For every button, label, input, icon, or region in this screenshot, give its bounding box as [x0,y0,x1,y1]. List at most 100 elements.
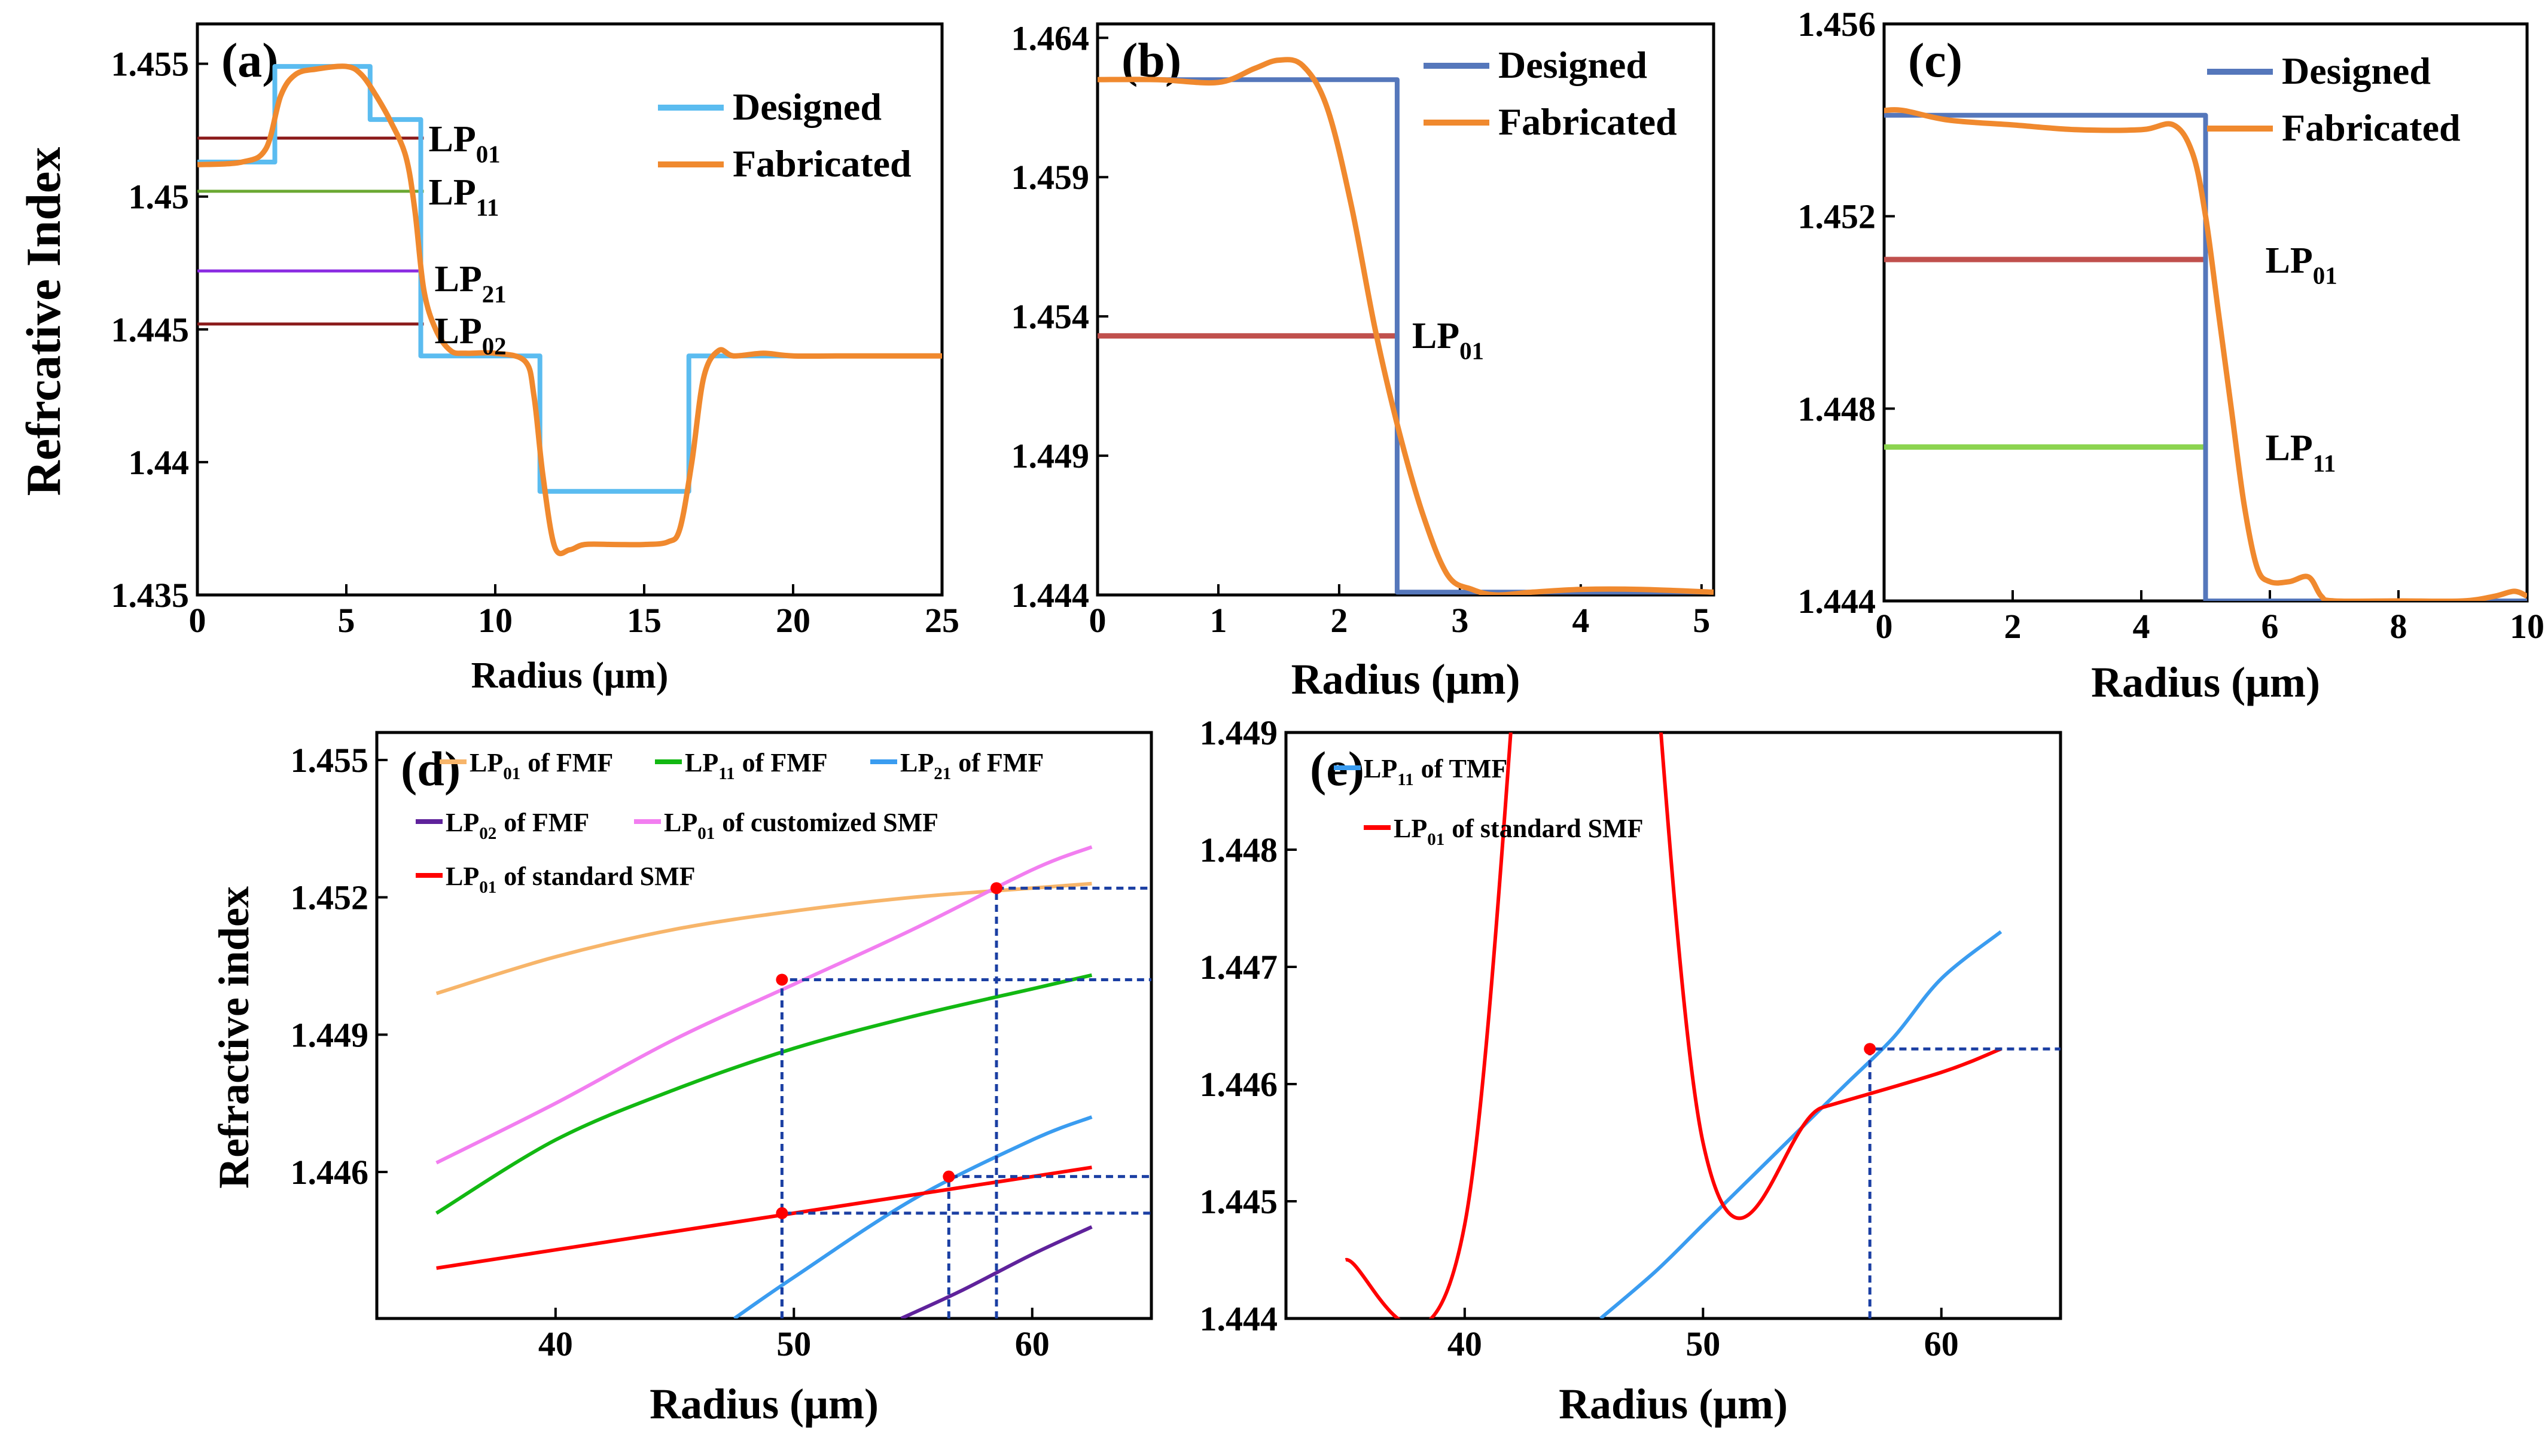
y-tick-label: 1.459 [1011,158,1090,197]
y-tick-label: 1.449 [1200,713,1278,752]
panel-c: 0 2 4 6 8 10 1.444 1.448 1.452 1.456 Radius (μm) (c… [1798,5,2545,706]
x-tick-label: 5 [1693,601,1710,640]
intersection-point [776,973,788,986]
x-tick-label: 0 [1876,607,1893,646]
panel-a: 0 5 10 15 20 25 1.435 1.44 1.445 1.45 1.455 Radius … [16,22,959,696]
series-lp01-of-standard-smf [1345,732,2002,1318]
legend-label: LP21 of FMF [900,748,1044,783]
y-tick-label: 1.452 [291,878,369,917]
x-axis-label: Radius (μm) [1291,655,1520,703]
y-tick-label: 1.456 [1798,5,1876,44]
series-lp02-of-fmf [900,1225,1093,1318]
mode-label-lp21: LP21 [434,259,506,308]
x-tick-label: 20 [776,601,810,640]
x-tick-label: 4 [2133,607,2150,646]
series-designed [1884,112,2527,601]
x-tick-label: 0 [1089,601,1107,640]
panel-label: (d) [401,741,461,796]
x-tick-label: 8 [2390,607,2407,646]
legend-label: Fabricated [1498,100,1677,143]
y-tick-label: 1.444 [1011,576,1090,615]
x-tick-label: 4 [1572,601,1589,640]
plot-frame [196,22,944,597]
series-lp01-of-standard-smf [436,1165,1092,1270]
mode-label-lp01: LP01 [1412,316,1484,365]
mode-label-lp11: LP11 [2266,428,2336,477]
y-axis-label: Refractive index [210,886,258,1189]
legend-label: LP11 of FMF [685,748,828,783]
guide-line [1868,1047,2061,1318]
panel-label: (a) [221,33,279,87]
series-designed [197,64,942,494]
x-tick-label: 10 [478,601,513,640]
x-tick-label: 60 [1924,1324,1959,1363]
y-tick-label: 1.444 [1798,582,1876,621]
y-tick-label: 1.446 [291,1153,369,1192]
plot-frame [375,731,1153,1320]
x-tick-label: 40 [1447,1324,1482,1363]
x-tick-label: 40 [538,1324,573,1363]
y-tick-label: 1.45 [129,178,190,216]
y-tick-label: 1.455 [111,45,190,84]
intersection-point [943,1170,955,1183]
series-fabricated [1884,107,2527,601]
x-tick-label: 5 [338,601,355,640]
panel-e: 40 50 60 1.444 1.445 1.446 1.447 1.448 1.449 Radi… [1200,713,2062,1428]
x-tick-label: 25 [925,601,959,640]
series-lp11-of-tmf [1599,930,2003,1318]
plot-frame [1096,22,1715,597]
x-tick-label: 10 [2510,607,2544,646]
legend-label: Designed [733,86,882,128]
y-tick-label: 1.444 [1200,1299,1278,1338]
x-tick-label: 50 [1686,1324,1720,1363]
x-tick-label: 50 [776,1324,811,1363]
x-tick-label: 0 [189,601,206,640]
series-lp01-of-fmf [435,881,1092,996]
y-tick-label: 1.449 [1011,437,1090,475]
panel-b: 0 1 2 3 4 5 1.444 1.449 1.454 1.459 1.464 Radius (μ… [1011,19,1715,703]
y-tick-label: 1.452 [1798,197,1876,236]
series-lp11-of-fmf [435,973,1093,1215]
x-tick-label: 3 [1451,601,1468,640]
series-lp01-of-customized-smf [435,845,1093,1165]
y-tick-label: 1.449 [291,1015,369,1054]
y-tick-label: 1.445 [1200,1182,1278,1221]
x-axis-label: Radius (μm) [650,1380,879,1428]
y-tick-label: 1.454 [1011,297,1090,336]
series-fabricated [1098,57,1714,595]
x-tick-label: 1 [1209,601,1227,640]
panel-d: 40 50 60 1.446 1.449 1.452 1.455 Radius (μm) Ref… [210,731,1153,1428]
mode-label-lp01: LP01 [428,119,500,168]
legend-label: Fabricated [733,142,912,185]
guide-line [780,1211,1151,1318]
legend-label: LP01 of standard SMF [1394,814,1644,849]
y-tick-label: 1.448 [1798,389,1876,428]
x-tick-label: 60 [1015,1324,1050,1363]
guide-line [780,978,1151,1318]
guide-line [947,1175,1151,1318]
y-tick-label: 1.446 [1200,1065,1278,1104]
x-axis-label: Radius (μm) [2091,658,2320,706]
legend-label: LP01 of FMF [470,748,613,783]
intersection-point [990,882,1002,895]
x-axis-label: Radius (μm) [1559,1380,1788,1428]
x-tick-label: 2 [1330,601,1348,640]
legend-label: LP01 of customized SMF [664,808,938,843]
y-tick-label: 1.455 [291,741,369,780]
legend-label: LP01 of standard SMF [446,862,696,897]
legend-label: LP02 of FMF [446,808,589,843]
x-tick-label: 6 [2261,607,2279,646]
series-lp21-of-fmf [733,1115,1093,1318]
series-fabricated [197,63,942,557]
legend-label: Designed [2282,50,2431,92]
legend-label: Fabricated [2282,106,2461,149]
mode-label-lp01: LP01 [2266,240,2337,289]
x-tick-label: 15 [627,601,662,640]
mode-label-lp11: LP11 [428,172,499,221]
intersection-point [776,1207,788,1219]
y-tick-label: 1.447 [1200,948,1278,987]
y-tick-label: 1.435 [111,576,190,615]
y-axis-label: Refrcative Index [16,147,71,496]
guide-line [995,886,1151,1318]
legend-label: Designed [1498,44,1647,86]
